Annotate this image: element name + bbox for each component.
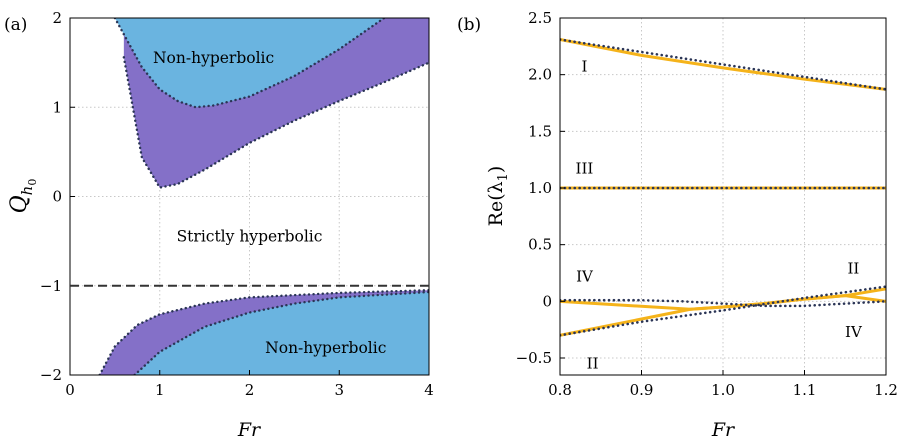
tick-label-y-b: 1.0 [528,179,552,197]
panel-b: 0.8 0.9 1.0 1.1 1.2−0.500.51.01.52.02.5 (b) … [457,9,898,441]
tick-label-x-b: 1.1 [793,381,817,399]
x-axis-label-a: Fr [237,419,262,441]
x-axis-label-b: Fr [711,419,736,441]
y-axis-label-b-sub: 1 [496,173,511,181]
tick-label-x-b: 0.8 [548,381,572,399]
tick-label-y-a: −2 [40,366,62,384]
region-label-a: Non-hyperbolic [265,339,386,357]
tick-label-y-a: 1 [52,98,62,116]
boundary-upper-outer [122,56,429,189]
ticks-a: 0 1 2 3 4 −2 −1 0 1 2 [40,9,434,399]
boundary-lower-inner [133,290,429,375]
tick-label-y-b: 0 [542,292,552,310]
tick-label-x-a: 1 [155,381,165,399]
branch-label-b: IV [576,267,594,285]
boundary-upper-inner [113,18,386,109]
y-axis-label-b: Re(λ1) [485,166,511,227]
boundaries-a [98,18,429,375]
series-solid-0 [560,38,886,91]
region-non-hyperbolic-upper [114,18,385,108]
tick-label-x-b: 1.0 [711,381,735,399]
tick-label-y-b: −0.5 [516,349,552,367]
tick-label-y-b: 1.5 [528,122,552,140]
tick-label-y-b: 2.5 [528,9,552,27]
svg-text:Qh0: Qh0 [7,179,39,214]
series-dotted-5 [560,285,886,337]
branch-label-b: III [576,160,594,178]
tick-label-y-a: 0 [52,188,62,206]
panel-label-a: (a) [4,15,27,35]
region-label-a: Non-hyperbolic [153,49,274,67]
svg-text:Re(λ1): Re(λ1) [485,166,511,227]
y-axis-label-a-subsub: 0 [26,179,39,186]
tick-label-x-b: 1.2 [874,381,898,399]
tick-label-x-a: 0 [65,381,75,399]
grid-b [559,17,887,375]
y-axis-label-a-sub: h [18,186,36,196]
tick-label-x-b: 0.9 [630,381,654,399]
branch-label-b: IV [845,323,863,341]
tick-label-x-a: 4 [424,381,434,399]
series-dotted-4 [560,298,886,308]
annotations-a: Non-hyperbolic Strictly hyperbolic Non-hyp… [70,49,429,357]
y-axis-label-a-main: Q [7,195,32,213]
y-axis-label-a: Qh0 [7,179,39,214]
tick-label-x-a: 3 [334,381,344,399]
panel-label-b: (b) [457,15,481,35]
ticks-b: 0.8 0.9 1.0 1.1 1.2 −0.5 0 0.5 1.0 1.5 2.0 2.5 [516,9,898,399]
tick-label-x-a: 2 [245,381,255,399]
y-axis-label-b-suffix: ) [485,166,507,173]
tick-label-y-a: −1 [40,277,62,295]
tick-label-y-b: 0.5 [528,236,552,254]
plot-frame-b [559,17,887,376]
region-label-a: Strictly hyperbolic [177,228,323,246]
regions-a [99,18,429,375]
lines-b [560,38,886,337]
branch-label-b: I [581,58,587,76]
tick-label-y-a: 2 [52,9,62,27]
y-axis-label-b-main: Re(λ [485,181,507,226]
branch-label-b: II [847,259,859,277]
branch-label-b: II [587,355,599,373]
region-non-hyperbolic-lower [134,292,429,375]
boundary-lower-outer [98,289,429,375]
tick-label-y-b: 2.0 [528,66,552,84]
series-dotted-6 [560,38,886,91]
